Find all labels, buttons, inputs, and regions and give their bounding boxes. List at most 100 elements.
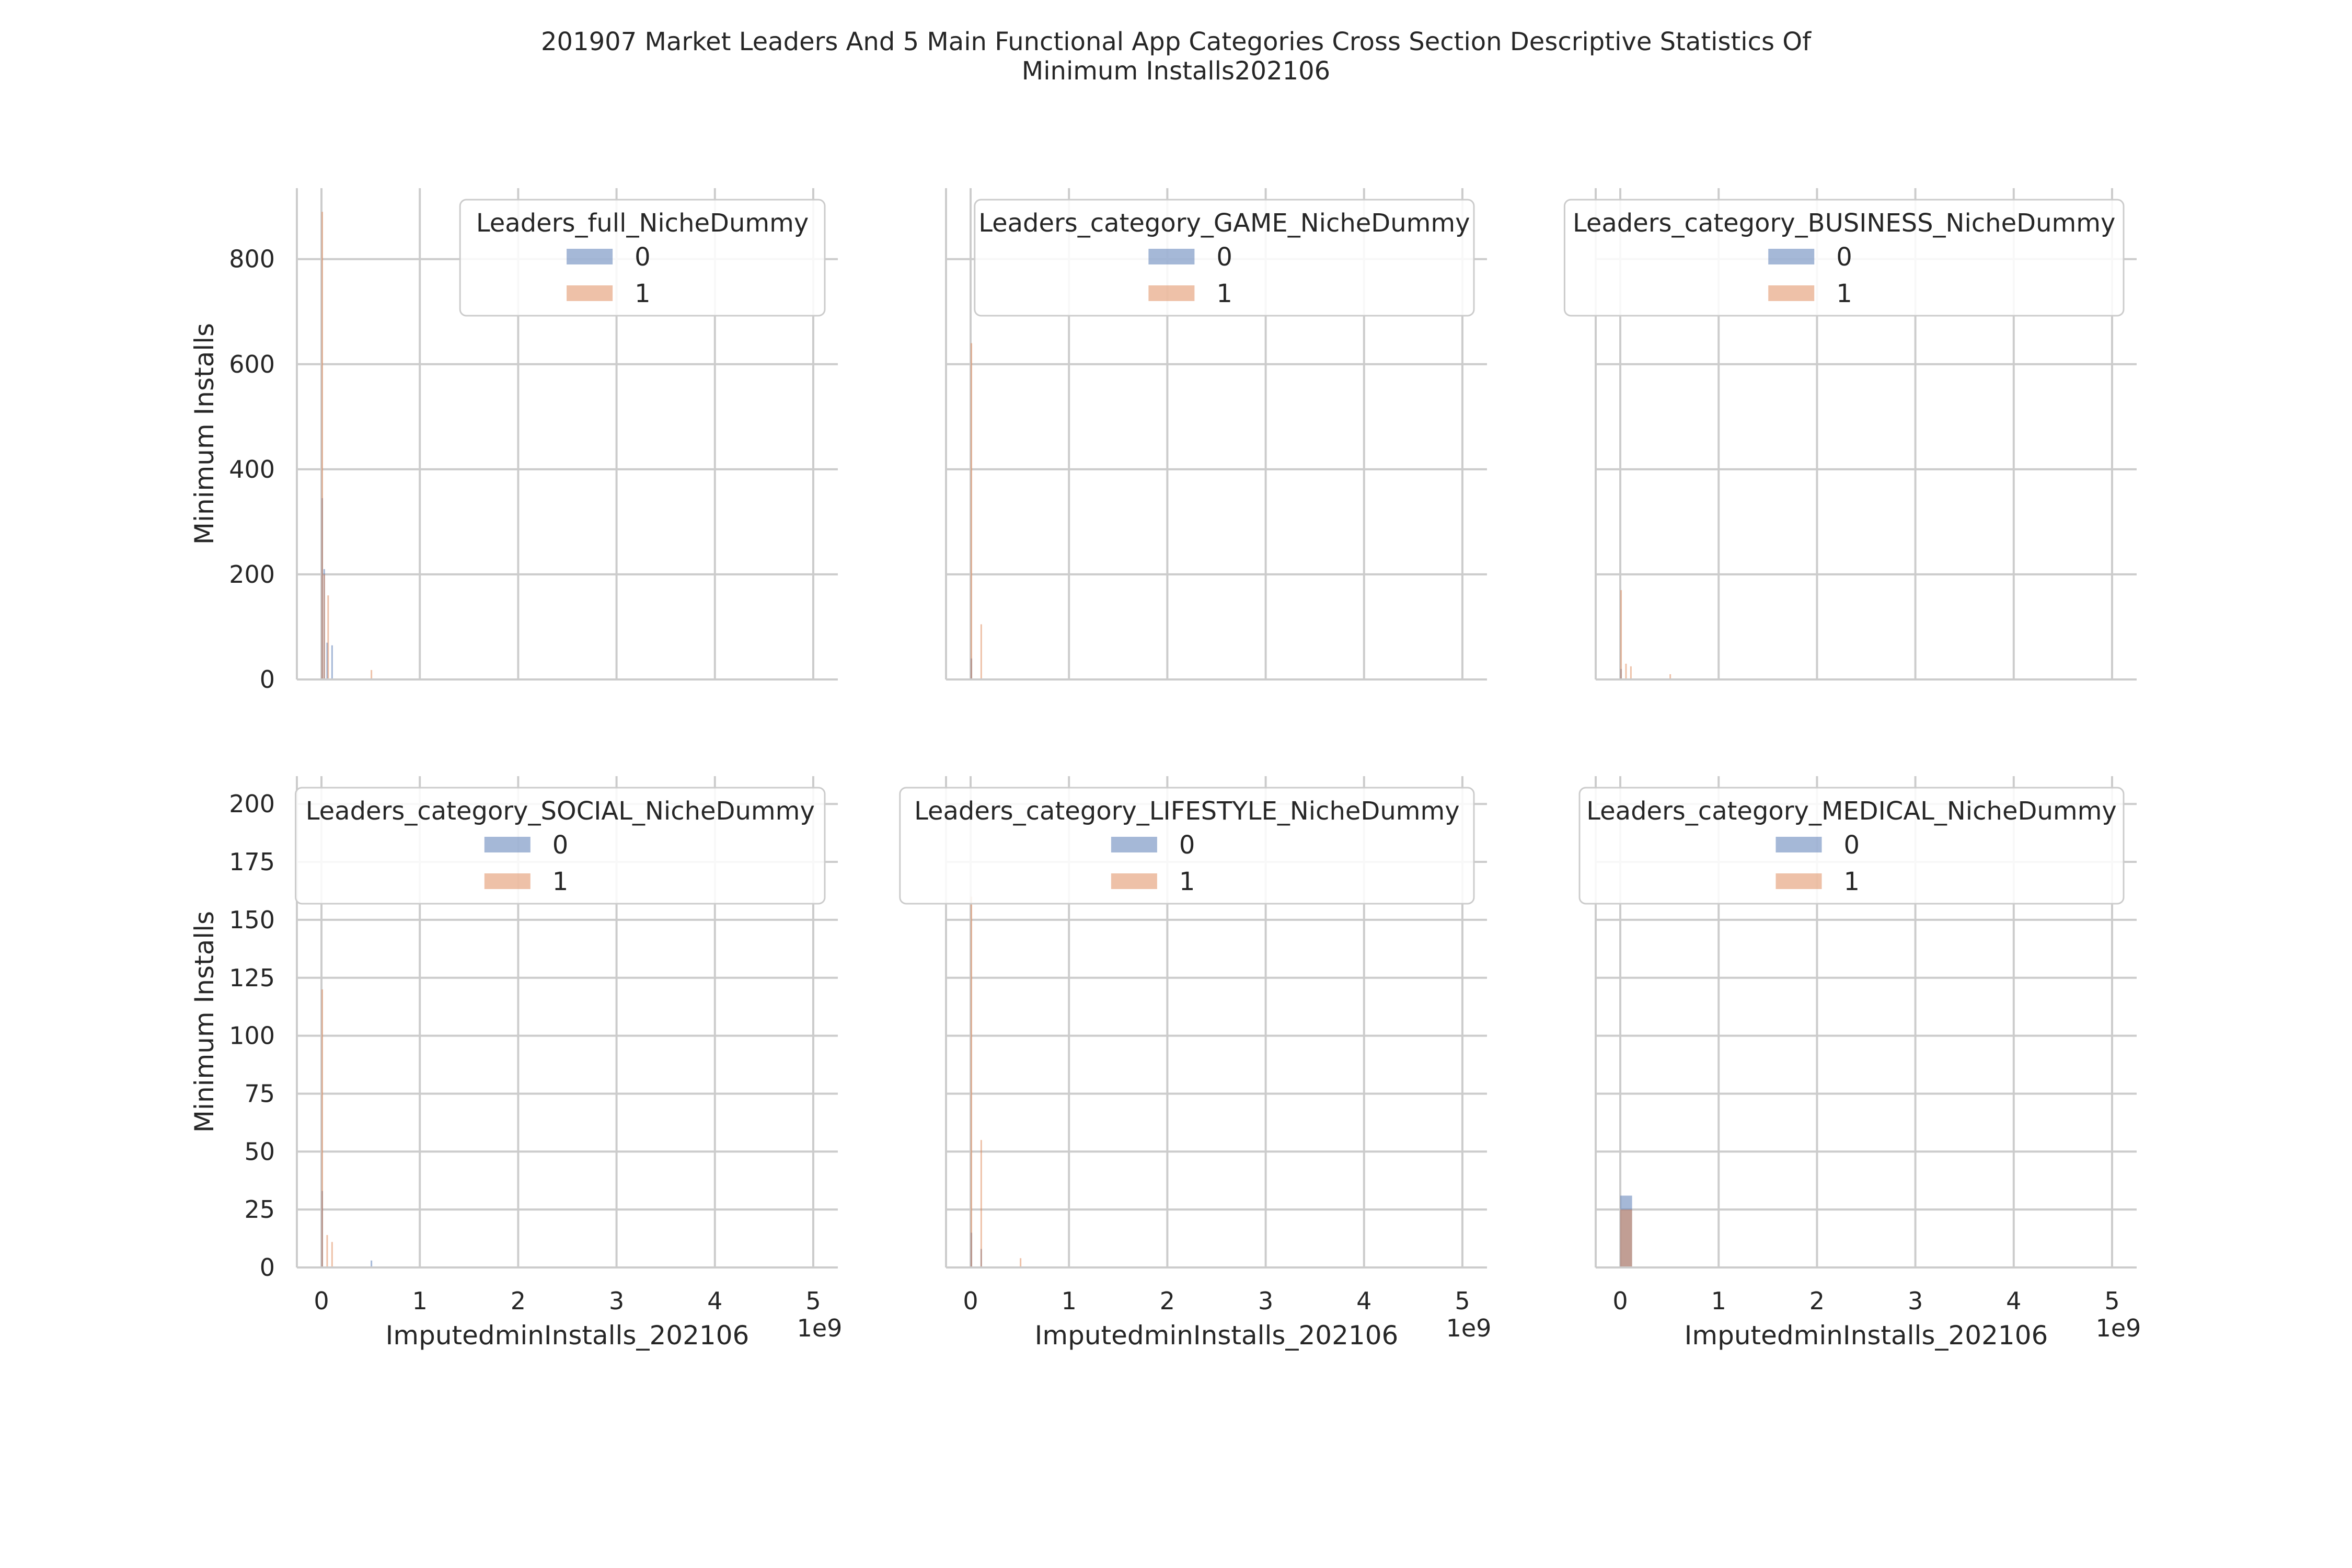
x-tick-label: 3 — [1258, 1287, 1273, 1315]
panel-1: Leaders_category_GAME_NicheDummy 0 1 — [945, 188, 1487, 681]
x-offset-label: 1e9 — [1446, 1314, 1492, 1342]
figure-title-line-2: Minimum Installs202106 — [1021, 56, 1331, 86]
legend-entry-label: 1 — [552, 867, 569, 896]
legend-swatch-1 — [1148, 285, 1195, 301]
y-tick-label: 25 — [244, 1195, 275, 1224]
bar-series-1 — [980, 624, 982, 679]
y-tick-label: 75 — [244, 1079, 275, 1108]
y-tick-label: 0 — [260, 665, 275, 694]
x-offset-label: 1e9 — [797, 1314, 843, 1342]
bar-series-1 — [1625, 663, 1627, 679]
x-tick-label: 2 — [511, 1287, 526, 1315]
legend-entry-label: 0 — [1844, 831, 1860, 860]
legend-entry-label: 1 — [1179, 867, 1195, 896]
y-axis-label: Minimum Installs — [189, 911, 220, 1133]
legend-swatch-0 — [1775, 837, 1822, 852]
bar-series-1 — [331, 1242, 333, 1267]
legend-swatch-1 — [484, 873, 531, 889]
legend-swatch-0 — [567, 249, 613, 264]
bar-series-1 — [1020, 1258, 1022, 1267]
legend-box — [295, 787, 826, 905]
x-tick-label: 4 — [1356, 1287, 1371, 1315]
bar-series-1 — [980, 1140, 982, 1267]
legend-title: Leaders_category_MEDICAL_NicheDummy — [1586, 797, 2117, 826]
legend-title: Leaders_category_LIFESTYLE_NicheDummy — [914, 797, 1460, 826]
x-axis-label: ImputedminInstalls_202106 — [1035, 1320, 1399, 1351]
legend-title: Leaders_category_SOCIAL_NicheDummy — [306, 797, 815, 826]
legend-box — [974, 199, 1475, 317]
bar-series-1 — [321, 989, 324, 1267]
bar-series-1 — [1630, 666, 1632, 679]
legend-title: Leaders_category_GAME_NicheDummy — [978, 209, 1470, 238]
x-axis-label: ImputedminInstalls_202106 — [386, 1320, 750, 1351]
bar-series-0 — [331, 645, 333, 679]
bar-series-1 — [971, 343, 973, 679]
x-offset-label: 1e9 — [2096, 1314, 2141, 1342]
x-tick-label: 5 — [2104, 1287, 2119, 1315]
y-tick-label: 600 — [229, 350, 275, 378]
x-tick-label: 1 — [1711, 1287, 1726, 1315]
legend-swatch-1 — [1775, 873, 1822, 889]
panel-0: 0 200 400 600 800 Minimum Installs Leaders_ful… — [189, 188, 838, 694]
bar-series-1 — [971, 896, 973, 1267]
bar-series-0 — [371, 1260, 373, 1267]
legend-swatch-0 — [484, 837, 531, 852]
y-tick-label: 100 — [229, 1022, 275, 1050]
legend-box — [1578, 787, 2125, 905]
legend-swatch-0 — [1768, 249, 1815, 264]
y-tick-label: 400 — [229, 455, 275, 483]
legend-entry-label: 0 — [635, 243, 651, 272]
y-tick-label: 200 — [229, 790, 275, 818]
y-tick-label: 125 — [229, 964, 275, 992]
x-tick-label: 1 — [1062, 1287, 1077, 1315]
bar-series-1 — [326, 1235, 328, 1267]
y-tick-label: 0 — [260, 1253, 275, 1282]
y-tick-label: 200 — [229, 560, 275, 589]
legend-entry-label: 1 — [1216, 279, 1232, 308]
x-tick-label: 3 — [1908, 1287, 1923, 1315]
legend-entry-label: 1 — [1836, 279, 1852, 308]
legend-entry-label: 1 — [635, 279, 651, 308]
x-axis-label: ImputedminInstalls_202106 — [1685, 1320, 2048, 1351]
bar-series-0 — [326, 642, 328, 679]
x-tick-label: 5 — [1455, 1287, 1470, 1315]
bar-series-1 — [327, 595, 329, 679]
x-tick-label: 5 — [805, 1287, 821, 1315]
x-tick-label: 4 — [707, 1287, 722, 1315]
legend-swatch-1 — [1111, 873, 1157, 889]
x-tick-label: 1 — [412, 1287, 428, 1315]
bar-series-1 — [371, 670, 373, 679]
y-axis-label: Minimum Installs — [189, 323, 220, 545]
bar-series-1 — [323, 574, 325, 679]
x-tick-label: 0 — [1612, 1287, 1628, 1315]
legend-swatch-0 — [1148, 249, 1195, 264]
legend-entry-label: 0 — [1836, 243, 1852, 272]
figure-title-line-1: 201907 Market Leaders And 5 Main Functio… — [541, 27, 1811, 56]
legend-box — [899, 787, 1475, 905]
legend-swatch-1 — [567, 285, 613, 301]
x-tick-label: 0 — [314, 1287, 329, 1315]
panel-2: Leaders_category_BUSINESS_NicheDummy 0 1 — [1563, 188, 2137, 681]
legend-title: Leaders_category_BUSINESS_NicheDummy — [1573, 209, 2115, 238]
legend-swatch-0 — [1111, 837, 1157, 852]
legend-box — [1563, 199, 2125, 317]
x-tick-label: 2 — [1809, 1287, 1825, 1315]
x-tick-label: 4 — [2006, 1287, 2021, 1315]
legend-entry-label: 1 — [1844, 867, 1860, 896]
legend-box — [459, 199, 826, 317]
x-tick-label: 2 — [1160, 1287, 1175, 1315]
y-tick-label: 175 — [229, 848, 275, 876]
bar-series-1 — [1620, 590, 1622, 679]
legend-swatch-1 — [1768, 285, 1815, 301]
y-tick-label: 800 — [229, 245, 275, 273]
x-tick-label: 0 — [963, 1287, 978, 1315]
bar-series-1 — [321, 212, 324, 680]
y-tick-label: 150 — [229, 906, 275, 934]
x-tick-label: 3 — [609, 1287, 624, 1315]
legend-entry-label: 0 — [1216, 243, 1232, 272]
bar-series-1 — [1669, 674, 1671, 679]
